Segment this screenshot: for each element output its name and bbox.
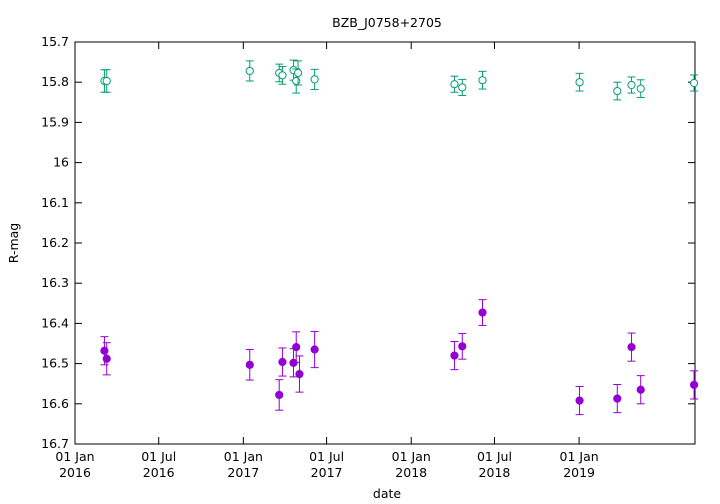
data-point	[275, 390, 284, 400]
y-axis: 15.7 15.8 15.9 16 16.1 16.2 16.3 16.4 16.5 16.6 16…	[41, 34, 695, 451]
data-point	[458, 342, 467, 351]
data-point	[102, 354, 111, 363]
series-1	[100, 299, 699, 416]
data-point	[292, 343, 301, 352]
data-point	[102, 76, 111, 86]
y-tick-label: 16.1	[41, 195, 69, 210]
data-point	[245, 66, 254, 76]
chart-title: BZB_J0758+2705	[332, 15, 442, 30]
data-point	[613, 86, 622, 96]
data-point	[293, 68, 303, 78]
data-point	[689, 78, 699, 88]
data-point	[613, 394, 622, 403]
x-tick-label-line2: 2017	[227, 465, 259, 480]
data-point	[245, 360, 254, 369]
data-point	[310, 345, 319, 354]
x-tick-label-line1: 01 Jan	[392, 449, 431, 464]
y-tick-label: 16.5	[41, 356, 69, 371]
y-tick-label: 16.7	[41, 436, 69, 451]
data-point	[478, 308, 487, 317]
y-tick-label: 16.4	[41, 315, 69, 330]
y-tick-label: 16.6	[41, 396, 69, 411]
x-tick-label-line1: 01 Jan	[224, 449, 263, 464]
x-tick-label-line1: 01 Jan	[560, 449, 599, 464]
x-tick-label-line2: 2019	[563, 465, 595, 480]
data-point	[458, 83, 467, 92]
data-point	[450, 351, 459, 360]
data-point	[310, 75, 319, 84]
x-tick-label-line2: 2017	[311, 465, 343, 480]
x-tick-label-line2: 2018	[479, 465, 511, 480]
y-tick-label: 16.3	[41, 275, 69, 290]
data-point	[478, 76, 487, 85]
y-tick-label: 16	[53, 155, 69, 170]
data-point	[292, 76, 301, 86]
data-point	[689, 380, 699, 390]
y-tick-label: 15.9	[41, 114, 69, 129]
series-layer	[100, 59, 699, 416]
data-point	[278, 71, 287, 80]
data-point	[450, 80, 459, 89]
x-tick-label-line1: 01 Jul	[477, 449, 512, 464]
x-tick-label-line1: 01 Jul	[309, 449, 344, 464]
x-tick-label-line2: 2016	[59, 465, 91, 480]
data-point	[575, 396, 584, 405]
x-tick-label-line2: 2018	[395, 465, 427, 480]
x-tick-label-line1: 01 Jan	[55, 449, 94, 464]
data-point	[295, 369, 304, 379]
data-point	[278, 357, 287, 367]
data-point	[636, 385, 645, 394]
y-tick-label: 15.8	[41, 74, 69, 89]
x-axis-label: date	[373, 486, 401, 501]
data-point	[627, 343, 636, 352]
data-point	[636, 84, 645, 93]
y-tick-label: 15.7	[41, 34, 69, 49]
y-tick-label: 16.2	[41, 235, 69, 250]
data-point	[627, 80, 636, 90]
x-tick-label-line1: 01 Jul	[141, 449, 176, 464]
y-axis-label: R-mag	[6, 223, 21, 263]
x-tick-label-line2: 2016	[143, 465, 175, 480]
series-0	[100, 59, 699, 101]
data-point	[575, 78, 584, 87]
